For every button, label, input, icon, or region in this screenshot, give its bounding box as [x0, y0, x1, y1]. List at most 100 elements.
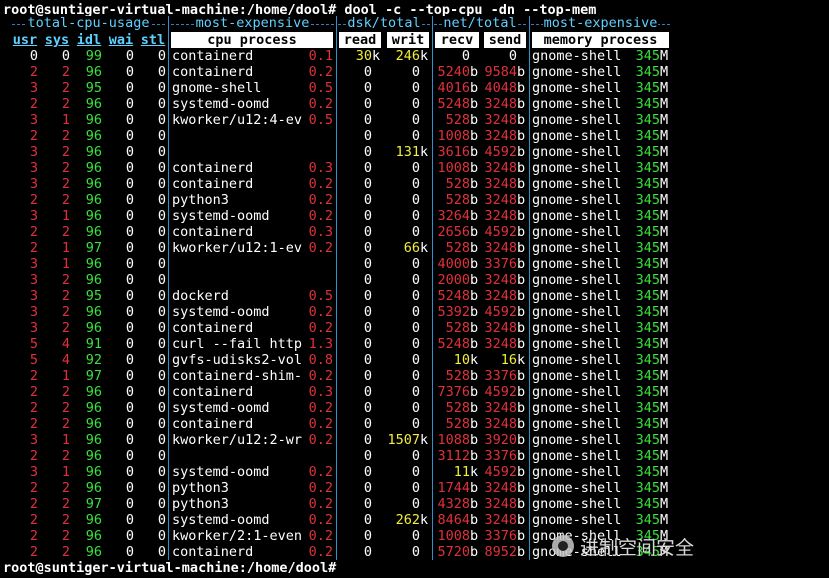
cell-recv-unit: b	[470, 144, 479, 160]
cell-send-unit	[517, 48, 526, 64]
cell-send: 3248	[484, 400, 517, 416]
table-row: 2 2 96 0 0 systemd-oomd 0.2 0 0 528 b 3248 b gnome-sh…	[0, 400, 829, 416]
cell-read: 0	[363, 320, 372, 336]
cell-sys: 1	[61, 464, 70, 480]
cell-wai: 0	[125, 320, 134, 336]
table-row: 2 2 96 0 0 containerd 0.2 0 0 528 b 3248 b gnome-shel…	[0, 416, 829, 432]
cell-send-unit: b	[517, 336, 526, 352]
cell-send-unit: b	[517, 432, 526, 448]
cell-stl: 0	[157, 208, 166, 224]
cell-memory-unit: M	[660, 368, 669, 384]
cell-usr: 2	[29, 224, 38, 240]
cell-writ: 66	[403, 240, 420, 256]
cell-idl: 96	[85, 192, 102, 208]
cell-memory-value: 345	[635, 544, 660, 560]
cell-stl: 0	[157, 288, 166, 304]
cell-recv-unit: b	[470, 512, 479, 528]
cell-writ-unit: k	[420, 240, 429, 256]
cell-idl: 96	[85, 176, 102, 192]
cell-cpu-percent	[302, 144, 333, 160]
cell-memory-unit: M	[660, 256, 669, 272]
cell-cpu-process: kworker/u12:2-wr	[172, 432, 302, 448]
cell-recv: 1008	[437, 528, 470, 544]
cell-read-unit	[372, 448, 381, 464]
cell-recv-unit: b	[470, 160, 479, 176]
cell-memory-process: gnome-shell	[532, 304, 622, 320]
table-row: 2 2 97 0 0 python3 0.2 0 0 4328 b 3248 b gnome-shell 3…	[0, 496, 829, 512]
cell-send: 3248	[484, 320, 517, 336]
cell-recv: 0	[461, 48, 470, 64]
cell-cpu-process: containerd	[172, 176, 254, 192]
cell-idl: 96	[85, 128, 102, 144]
cell-read: 0	[363, 144, 372, 160]
watermark-text: 进制空间安全	[580, 536, 695, 559]
cell-recv: 1008	[437, 128, 470, 144]
cell-memory-process: gnome-shell	[532, 464, 622, 480]
cell-memory-value: 345	[635, 416, 660, 432]
cell-memory-unit: M	[660, 304, 669, 320]
cell-writ: 0	[411, 112, 420, 128]
cell-writ: 0	[411, 544, 420, 560]
cell-memory-unit: M	[660, 400, 669, 416]
cell-writ-unit	[420, 464, 429, 480]
cell-read-unit	[372, 352, 381, 368]
cell-cpu-percent: 0.2	[308, 192, 333, 208]
cell-memory-unit: M	[660, 192, 669, 208]
cell-writ: 0	[411, 128, 420, 144]
cell-send: 3248	[484, 480, 517, 496]
cell-memory-unit: M	[660, 112, 669, 128]
table-row: 2 1 97 0 0 kworker/u12:1-ev 0.2 0 66 k 528 b 3248 b gn…	[0, 240, 829, 256]
cell-idl: 95	[85, 288, 102, 304]
cell-read: 0	[363, 336, 372, 352]
cell-read-unit	[372, 512, 381, 528]
cell-send: 3376	[484, 368, 517, 384]
cell-wai: 0	[125, 48, 134, 64]
cell-send: 3248	[484, 512, 517, 528]
cell-writ: 0	[411, 336, 420, 352]
cell-sys: 2	[61, 320, 70, 336]
cell-read-unit	[372, 112, 381, 128]
cell-cpu-percent: 0.2	[308, 432, 333, 448]
cell-memory-process: gnome-shell	[532, 208, 622, 224]
cell-stl: 0	[157, 224, 166, 240]
cell-send: 3376	[484, 528, 517, 544]
cell-recv-unit: b	[470, 400, 479, 416]
cell-sys: 2	[61, 480, 70, 496]
cell-read-unit	[372, 128, 381, 144]
cell-stl: 0	[157, 80, 166, 96]
cell-memory-value: 345	[635, 528, 660, 544]
cell-cpu-process: containerd	[172, 160, 254, 176]
cell-memory-unit: M	[660, 352, 669, 368]
cell-stl: 0	[157, 48, 166, 64]
cell-cpu-process: kworker/u12:1-ev	[172, 240, 302, 256]
cell-cpu-process	[172, 144, 302, 160]
cell-idl: 96	[85, 112, 102, 128]
cell-send: 3248	[484, 128, 517, 144]
cell-send: 3248	[484, 288, 517, 304]
cell-recv: 10	[453, 352, 470, 368]
cell-cpu-percent: 0.2	[308, 304, 333, 320]
cell-send-unit: b	[517, 256, 526, 272]
cell-memory-process: gnome-shell	[532, 144, 622, 160]
cell-writ-unit	[420, 544, 429, 560]
cell-memory-value: 345	[635, 448, 660, 464]
cell-read: 0	[363, 80, 372, 96]
cell-recv: 11	[453, 464, 470, 480]
cell-read-unit	[372, 368, 381, 384]
cell-cpu-percent: 0.2	[308, 528, 333, 544]
cell-send-unit: b	[517, 208, 526, 224]
cell-cpu-process: systemd-oomd	[172, 400, 270, 416]
table-row: 3 1 96 0 0 kworker/u12:4-ev 0.5 0 0 528 b 3248 b gnom…	[0, 112, 829, 128]
cell-send-unit: b	[517, 192, 526, 208]
group-header-net: net/total	[434, 16, 526, 31]
cell-sys: 2	[61, 144, 70, 160]
col-header-recv: recv	[435, 32, 479, 48]
cell-recv: 5720	[437, 544, 470, 560]
cell-read: 0	[363, 128, 372, 144]
table-row: 3 2 96 0 0 0 131 k 3616 b 4592 b gnome-shell 345 M	[0, 144, 829, 160]
cell-writ-unit	[420, 192, 429, 208]
cell-recv: 4328	[437, 496, 470, 512]
cell-memory-process: gnome-shell	[532, 432, 622, 448]
cell-memory-unit: M	[660, 288, 669, 304]
